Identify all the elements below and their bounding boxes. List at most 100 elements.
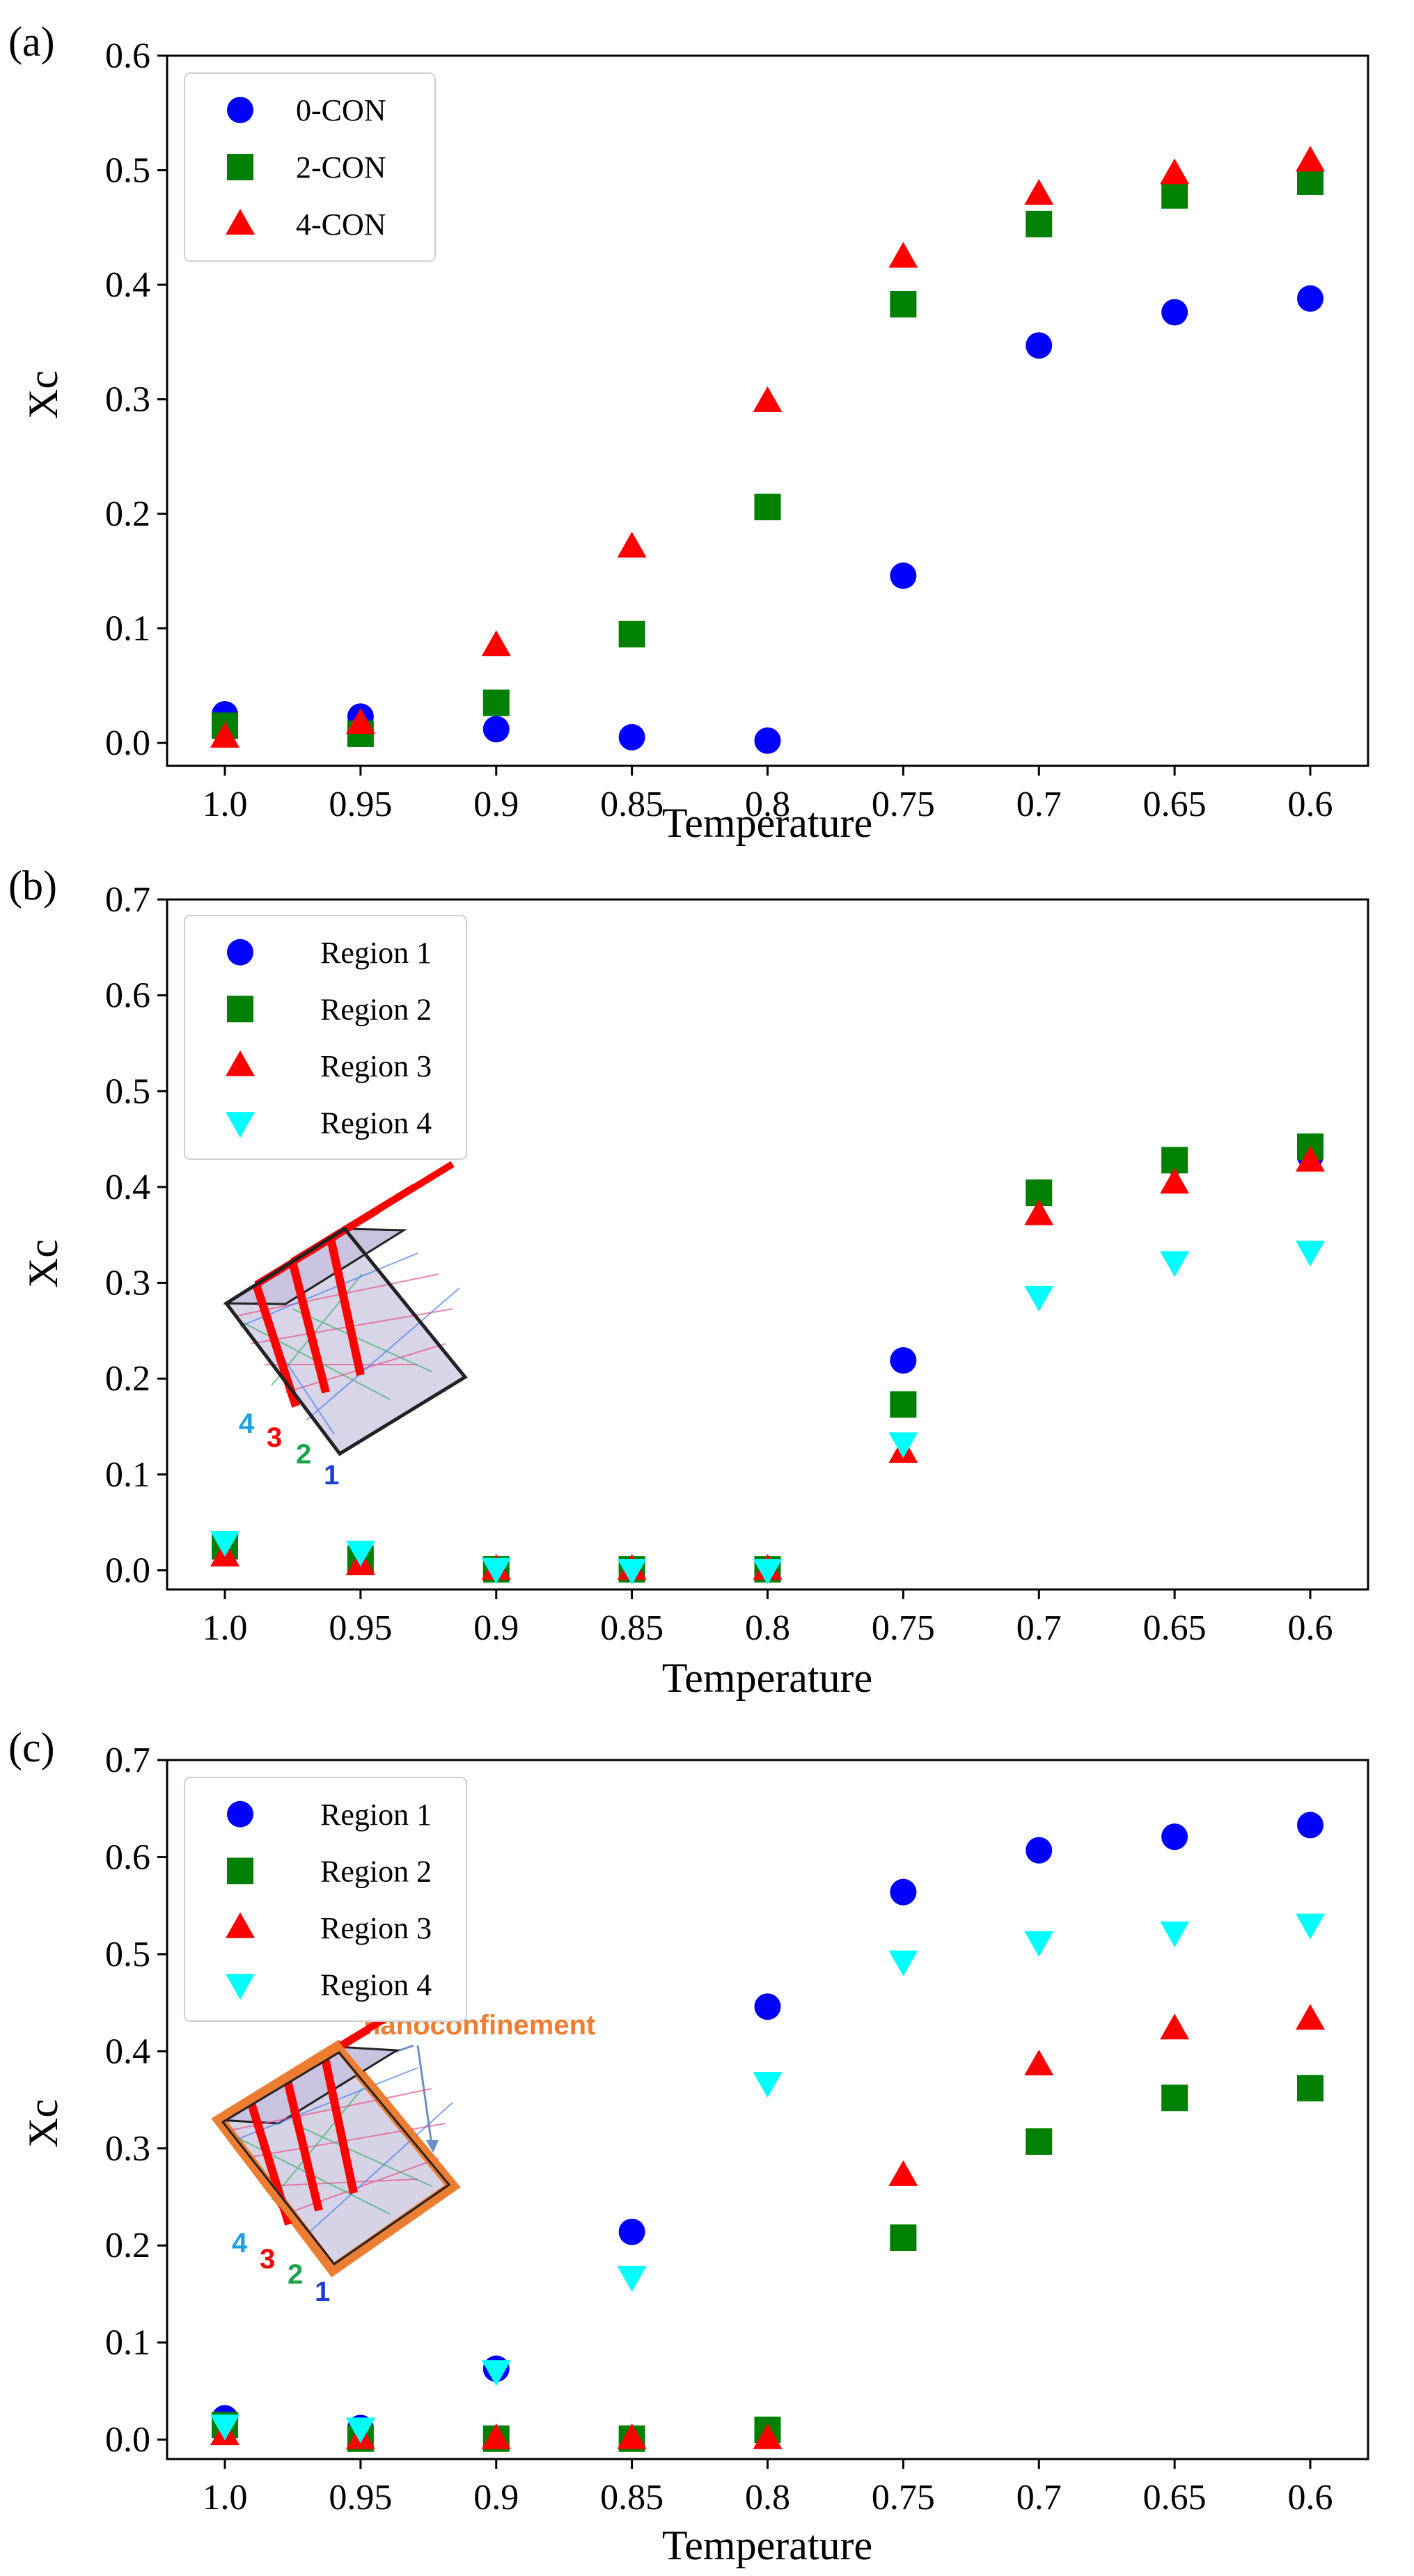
panel-c-data-point: [210, 2414, 239, 2441]
panel-b-x-tick-label: 1.0: [203, 1608, 248, 1648]
panel-b-y-tick-label: 0.4: [105, 1168, 150, 1207]
panel-b-data-point: [1296, 1145, 1325, 1172]
panel-c: (c) Xc Temperature nanoconfinement: [8, 1725, 1369, 2568]
panel-b-series-region-4: [210, 1241, 1325, 1585]
panel-a: (a) Xc Temperature 0.0 0.1 0.2 0.3 0.4 0.5 0.6…: [8, 19, 1369, 846]
panel-c-data-point: [345, 2417, 375, 2444]
panel-b-legend-label: Region 1: [320, 936, 432, 970]
panel-c-legend-label: Region 1: [320, 1798, 432, 1832]
panel-c-legend-marker: [227, 1858, 253, 1885]
panel-b-x-tick-label: 0.8: [745, 1608, 790, 1648]
panel-b-y-tick-label: 0.5: [105, 1071, 150, 1111]
panel-c-data-point: [1024, 1931, 1054, 1957]
panel-a-legend-label: 2-CON: [296, 150, 386, 184]
panel-b-y-tick-label: 0.1: [105, 1455, 150, 1495]
panel-c-legend-box: [184, 1777, 467, 2022]
panel-c-data-point: [1026, 2128, 1053, 2155]
panel-a-data-point: [753, 386, 783, 412]
panel-c-data-point: [618, 2218, 645, 2245]
panel-b-legend-marker: [226, 1050, 255, 1076]
panel-c-y-tick-label: 0.0: [105, 2420, 150, 2460]
panel-c-x-tick-label: 0.8: [745, 2478, 790, 2518]
panel-a-y-tick-label: 0.0: [105, 723, 150, 763]
panel-a-y-tick-label: 0.1: [105, 609, 150, 649]
panel-a-legend-label: 4-CON: [296, 207, 386, 242]
panel-c-data-point: [890, 1878, 917, 1906]
panel-a-legend-marker: [227, 97, 253, 123]
panel-b-x-tick-label: 0.7: [1016, 1608, 1062, 1648]
panel-b-y-tick-label: 0.3: [105, 1264, 150, 1303]
panel-a-y-tick-label: 0.2: [105, 494, 150, 534]
panel-c-data-point: [1026, 1837, 1053, 1864]
panel-c-data-point: [1161, 1823, 1188, 1851]
panel-b: (b) Xc Temperature: [8, 863, 1369, 1701]
panel-a-data-point: [1296, 146, 1325, 172]
panel-b-y-tick-label: 0.7: [105, 880, 150, 920]
panel-c-data-point: [890, 2224, 917, 2252]
panel-a-data-point: [210, 721, 239, 748]
panel-b-inset-number-4: 4: [239, 1408, 255, 1439]
panel-c-x-tick-label: 1.0: [203, 2478, 248, 2518]
panel-c-data-point: [617, 2423, 647, 2449]
panel-b-legend-marker: [227, 938, 253, 966]
panel-a-x-tick-label: 0.95: [329, 785, 392, 824]
panel-c-x-tick-label: 0.75: [872, 2478, 935, 2518]
panel-c-data-point: [1296, 1913, 1325, 1940]
panel-c-legend-marker: [227, 1800, 253, 1828]
panel-c-legend: Region 1 Region 2 Region 3 Region 4: [184, 1777, 467, 2022]
panel-c-data-point: [1160, 1921, 1190, 1947]
panel-c-data-point: [617, 2265, 647, 2292]
panel-c-legend-marker: [226, 1912, 255, 1938]
panel-a-series-4-con: [210, 146, 1325, 748]
panel-c-x-tick-label: 0.95: [329, 2478, 392, 2518]
panel-c-y-tick-label: 0.1: [105, 2323, 150, 2363]
panel-a-label: (a): [8, 19, 55, 65]
panel-b-data-point: [1024, 1199, 1054, 1225]
panel-b-data-point: [481, 1557, 511, 1584]
panel-a-x-tick-label: 0.9: [473, 785, 519, 824]
panel-b-legend-marker: [227, 996, 253, 1023]
panel-c-x-tick-label: 0.6: [1288, 2478, 1333, 2518]
panel-c-legend-label: Region 2: [320, 1854, 432, 1888]
panel-c-data-point: [1297, 1812, 1323, 1839]
panel-c-series-region-4: [210, 1913, 1325, 2444]
panel-a-x-tick-label: 1.0: [203, 785, 248, 824]
panel-b-legend: Region 1 Region 2 Region 3 Region 4: [184, 915, 467, 1160]
panel-b-x-axis-title: Temperature: [662, 1655, 872, 1701]
panel-a-data-point: [345, 708, 375, 735]
panel-a-data-point: [618, 620, 645, 647]
panel-b-data-point: [617, 1559, 647, 1585]
panel-b-inset-number-1: 1: [324, 1460, 339, 1491]
panel-b-legend-label: Region 2: [320, 992, 432, 1026]
panel-c-y-tick-label: 0.7: [105, 1741, 150, 1780]
panel-c-y-tick-label: 0.5: [105, 1935, 150, 1974]
panel-c-legend-label: Region 3: [320, 1911, 432, 1945]
panel-a-x-tick-label: 0.8: [745, 785, 790, 824]
panel-a-x-tick-label: 0.65: [1143, 785, 1207, 824]
panel-b-x-tick-label: 0.95: [329, 1608, 392, 1648]
panel-b-data-point: [890, 1391, 917, 1418]
panel-b-inset-number-2: 2: [296, 1439, 311, 1470]
panel-c-inset-number-4: 4: [232, 2228, 248, 2259]
panel-a-x-tick-label: 0.6: [1288, 785, 1333, 824]
panel-a-y-tick-label: 0.3: [105, 380, 150, 420]
panel-a-data-point: [482, 716, 510, 743]
panel-b-y-tick-label: 0.6: [105, 976, 150, 1016]
panel-b-inset-number-3: 3: [267, 1422, 282, 1453]
panel-b-x-tick-label: 0.75: [872, 1608, 935, 1648]
panel-c-inset-number-3: 3: [260, 2244, 275, 2275]
panel-a-x-tick-label: 0.85: [600, 785, 663, 824]
panel-a-data-point: [617, 531, 647, 558]
panel-b-y-tick-label: 0.2: [105, 1359, 150, 1399]
panel-b-data-point: [1296, 1241, 1325, 1267]
panel-a-data-point: [1026, 332, 1053, 359]
panel-b-legend-box: [184, 915, 467, 1160]
panel-b-data-point: [753, 1559, 783, 1585]
panel-b-x-tick-label: 0.85: [600, 1608, 663, 1648]
panel-b-data-point: [890, 1347, 917, 1374]
panel-a-legend-marker: [226, 209, 255, 235]
panel-a-data-point: [888, 242, 918, 268]
panel-a-data-point: [890, 562, 917, 589]
panel-b-legend-label: Region 4: [320, 1106, 432, 1140]
